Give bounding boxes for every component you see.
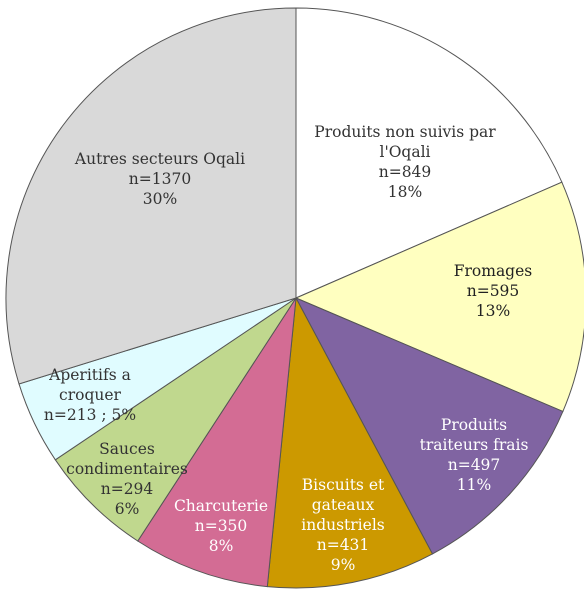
pie-slices <box>5 7 584 589</box>
pie-label-7: Autres secteurs Oqali n=1370 30% <box>74 150 245 208</box>
pie-slice-3 <box>266 296 434 589</box>
pie-slice-2 <box>294 296 564 555</box>
pie-labels: Produits non suivis par l'Oqali n=849 18% Fr… <box>44 123 532 574</box>
pie-label-3: Biscuits et gateaux industriels n=431 9% <box>301 476 385 574</box>
pie-label-1: Fromages n=595 13% <box>454 262 533 320</box>
pie-label-4: Charcuterie n=350 8% <box>174 497 268 555</box>
pie-slice-1 <box>294 181 584 413</box>
pie-slice-0 <box>295 7 563 299</box>
pie-slice-5 <box>54 297 297 542</box>
pie-label-5: Sauces condimentaires n=294 6% <box>66 440 188 518</box>
pie-label-6: Aperitifs a croquer n=213 ; 5% <box>44 366 136 424</box>
pie-slice-4 <box>137 297 297 588</box>
pie-slice-7 <box>5 7 297 385</box>
pie-label-0: Produits non suivis par l'Oqali n=849 18% <box>314 123 496 201</box>
pie-label-2: Produits traiteurs frais n=497 11% <box>420 416 529 494</box>
